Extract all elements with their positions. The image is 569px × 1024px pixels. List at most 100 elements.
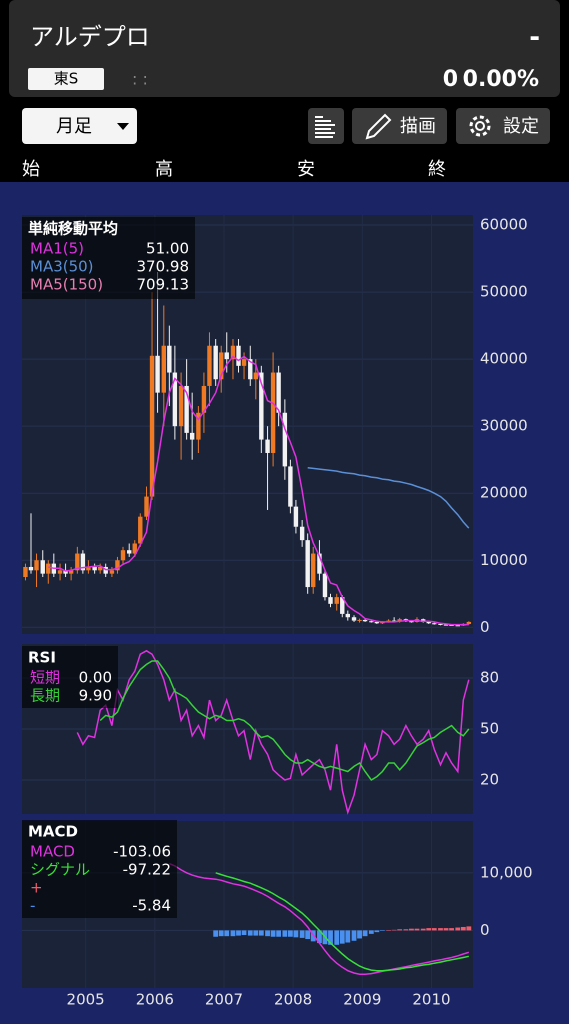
y-tick-label: 20000 [480, 484, 528, 502]
time: : : [132, 70, 148, 89]
histogram-bar [403, 929, 409, 931]
y-tick-label: 40000 [480, 350, 528, 368]
candle-body [189, 432, 195, 440]
histogram-bar [253, 930, 259, 936]
histogram-bar [218, 930, 224, 937]
period[interactable]: 月足 [56, 116, 92, 137]
histogram-bar [230, 930, 236, 937]
stock-name: アルデプロ [30, 23, 150, 51]
candle-body [144, 496, 149, 517]
histogram-bar [455, 927, 461, 931]
x-tick-label: 2005 [67, 991, 105, 1009]
candle-body [299, 526, 305, 541]
legend-name: MA1(5) [30, 240, 84, 258]
histogram-bar [397, 929, 403, 931]
candle-body [455, 625, 460, 627]
period-select[interactable]: 月足 [22, 108, 137, 144]
candle-body [161, 345, 167, 393]
histogram-bar [305, 930, 311, 940]
y-tick-label: 10000 [480, 551, 528, 569]
histogram-bar [293, 930, 299, 938]
candle-body [115, 560, 120, 571]
candle-body [426, 621, 431, 624]
candle-body [149, 355, 155, 497]
histogram-bar [334, 930, 340, 945]
x-tick-label: 2009 [343, 991, 381, 1009]
histogram-bar [287, 930, 293, 937]
histogram-bar [328, 930, 333, 945]
candle-body [259, 372, 264, 440]
histogram-bar [438, 928, 443, 931]
x-tick-label: 2010 [412, 991, 450, 1009]
legend-name: シグナル [30, 861, 90, 879]
histogram-bar [357, 930, 362, 939]
header-box [9, 0, 560, 97]
histogram-bar [374, 930, 380, 933]
legend-box [22, 820, 177, 918]
y-tick-label: 30000 [480, 417, 528, 435]
settings-button[interactable]: 設定 [456, 108, 550, 144]
legend-title: RSI [28, 649, 56, 667]
candle-body [92, 566, 97, 571]
series-line [215, 872, 469, 972]
candle-body [374, 621, 380, 624]
candle-body [369, 621, 374, 623]
candle-body [178, 385, 184, 427]
candle-body [443, 624, 449, 626]
x-tick-label: 2006 [136, 991, 174, 1009]
series-line [169, 862, 470, 975]
plot-layer: 0 10000 20000 30000 40000 50000 60000 20 50 80 0 10… [22, 215, 533, 1009]
settings-label[interactable]: 設定 [503, 116, 539, 137]
draw-button[interactable]: 描画 [352, 108, 447, 144]
histogram-bar [466, 926, 472, 931]
list-button[interactable] [308, 108, 344, 144]
legend-value: 0.00 [79, 669, 112, 687]
candle-body [311, 553, 316, 588]
candle-body [219, 352, 224, 380]
candle-body [276, 372, 281, 413]
candle-body [68, 570, 74, 574]
histogram-bar [247, 930, 253, 936]
candle-body [270, 372, 276, 453]
histogram-bar [224, 930, 230, 937]
pencil-icon [365, 113, 392, 140]
candle-body [466, 621, 472, 624]
series-line [307, 466, 470, 529]
legend-value: 51.00 [146, 240, 189, 258]
histogram-bar [368, 930, 374, 934]
y-tick-label: 0 [480, 921, 490, 939]
candle-body [432, 623, 437, 625]
high-label: 高 [155, 159, 173, 180]
candle-body [127, 550, 132, 554]
candle-body [97, 566, 103, 571]
low-label: 安 [297, 159, 315, 180]
candle-body [288, 466, 293, 507]
candle-body [282, 412, 288, 467]
candle-body [334, 597, 339, 604]
candle-body [391, 620, 397, 622]
y-tick-label: 80 [480, 669, 499, 687]
legend-name: MA5(150) [30, 276, 103, 294]
draw-label[interactable]: 描画 [400, 116, 436, 137]
open-label: 始 [22, 159, 40, 180]
candle-body [63, 570, 68, 574]
y-tick-label: 50 [480, 720, 499, 738]
candle-body [224, 352, 229, 360]
candle-body [40, 560, 45, 574]
close-label: 終 [428, 159, 446, 180]
candle-body [75, 553, 80, 571]
price: 0 [443, 67, 458, 92]
legend-value: 370.98 [137, 258, 190, 276]
candle-body [34, 560, 39, 571]
market-badge [28, 68, 104, 90]
histogram-bar [351, 930, 357, 941]
period-button[interactable] [22, 108, 137, 144]
histogram-bar [339, 930, 345, 944]
histogram-bar [241, 930, 247, 936]
y-tick-label: 0 [480, 618, 490, 636]
candle-body [201, 385, 207, 413]
change-percent: 0.00% [463, 67, 539, 92]
histogram-bar [265, 930, 270, 937]
histogram-bar [420, 928, 426, 931]
